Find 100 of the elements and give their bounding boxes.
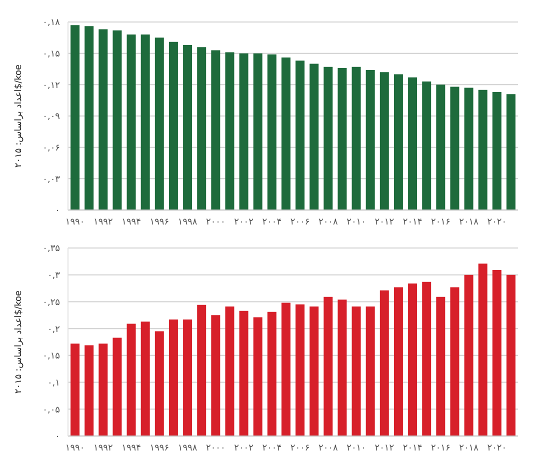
bar (436, 296, 446, 436)
bar (506, 94, 516, 210)
bar (352, 306, 361, 436)
y-tick-label: ۰,۰۹ (42, 112, 60, 122)
x-tick-label: ۲۰۱۸ (459, 443, 479, 454)
bar (267, 54, 276, 210)
bar (408, 77, 418, 210)
y-tick-label: ۰,۰۳ (42, 174, 60, 185)
y-tick-label: ۰,۲۵ (42, 298, 60, 308)
x-tick-label: ۲۰۱۰ (346, 443, 366, 454)
y-tick-label: ۰,۰۵ (42, 405, 60, 416)
x-tick-label: ۲۰۰۸ (318, 443, 338, 454)
x-tick-label: ۲۰۱۴ (402, 217, 422, 228)
x-tick-label: ۱۹۹۶ (150, 443, 170, 454)
y-tick-label: ۰,۲ (47, 324, 60, 335)
bar (281, 302, 290, 436)
bar (154, 331, 164, 436)
y-tick-label: ۰ (55, 432, 60, 442)
bar (70, 25, 80, 210)
bar (168, 42, 178, 210)
x-tick-label: ۲۰۱۰ (346, 217, 366, 228)
x-tick-label: ۲۰۰۶ (290, 443, 310, 454)
bar (281, 58, 290, 210)
bar (211, 50, 220, 210)
x-tick-label: ۲۰۲۰ (487, 217, 507, 228)
bar (70, 344, 80, 436)
bar (98, 29, 108, 210)
x-tick-label: ۱۹۹۰ (65, 217, 85, 228)
x-tick-label: ۱۹۹۴ (122, 443, 142, 454)
bar (380, 72, 389, 210)
bar (84, 345, 94, 436)
bar (98, 344, 108, 436)
bar (296, 304, 305, 436)
bar (126, 34, 136, 210)
x-tick-label: ۱۹۹۲ (93, 443, 113, 454)
x-tick-label: ۲۰۲۰ (487, 443, 507, 454)
bar (211, 315, 220, 436)
bar (183, 44, 192, 210)
bar (394, 74, 403, 210)
x-tick-label: ۲۰۱۶ (430, 217, 450, 228)
bar (366, 306, 375, 436)
y-tick-label: ۰,۱۵ (42, 50, 60, 60)
bar (239, 53, 248, 210)
x-tick-label: ۲۰۱۶ (430, 443, 450, 454)
x-tick-label: ۱۹۹۶ (150, 217, 170, 228)
x-tick-label: ۲۰۰۴ (262, 443, 282, 454)
x-tick-label: ۲۰۰۴ (262, 217, 282, 228)
bar (366, 70, 375, 210)
bar (126, 324, 136, 436)
bar (492, 270, 502, 436)
bar (506, 274, 516, 436)
x-tick-label: ۲۰۱۲ (374, 443, 394, 454)
x-tick-label: ۲۰۰۸ (318, 217, 338, 228)
bar (464, 274, 474, 436)
bar (310, 64, 319, 210)
bar (464, 88, 474, 210)
bar (338, 300, 347, 436)
y-tick-label: ۰,۱۲ (42, 80, 60, 91)
bar (197, 47, 206, 210)
bar (478, 264, 488, 436)
bar (168, 319, 178, 436)
y-tick-label: ۰ (55, 206, 60, 216)
bar (84, 26, 94, 210)
bar (450, 287, 460, 436)
x-tick-label: ۱۹۹۸ (178, 443, 198, 454)
bar (239, 310, 248, 436)
bar (478, 90, 488, 210)
bar (422, 82, 432, 210)
bar (408, 283, 418, 436)
bar (422, 282, 432, 436)
x-tick-label: ۲۰۰۲ (234, 443, 254, 454)
bar (324, 66, 333, 210)
x-tick-label: ۱۹۹۴ (122, 217, 142, 228)
bar (338, 68, 347, 210)
x-tick-label: ۱۹۹۲ (93, 217, 113, 228)
bar (352, 66, 361, 210)
bar (112, 338, 122, 436)
y-tick-label: ۰,۱۸ (42, 18, 60, 28)
bar (225, 52, 234, 210)
x-tick-label: ۲۰۱۴ (402, 443, 422, 454)
y-tick-label: ۰,۳ (47, 271, 60, 282)
x-tick-label: ۲۰۱۲ (374, 217, 394, 228)
bar (296, 60, 305, 210)
x-tick-label: ۲۰۰۶ (290, 217, 310, 228)
bar (253, 53, 262, 210)
bar (450, 86, 460, 210)
bar (253, 317, 262, 436)
bar (154, 38, 164, 210)
y-tick-label: ۰,۱۵ (42, 352, 60, 362)
y-tick-label: ۰,۰۶ (42, 144, 60, 154)
y-axis-title: اعداد براساس: ۲۰۱۵$/koe (14, 64, 24, 168)
x-tick-label: ۲۰۰۲ (234, 217, 254, 228)
bar (183, 319, 192, 436)
bar (436, 84, 446, 210)
bar (492, 92, 502, 210)
bar (197, 304, 206, 436)
bar (225, 306, 234, 436)
bar (380, 290, 389, 436)
y-axis-title: اعداد براساس: ۲۰۱۵$/koe (14, 290, 24, 394)
x-tick-label: ۱۹۹۸ (178, 217, 198, 228)
